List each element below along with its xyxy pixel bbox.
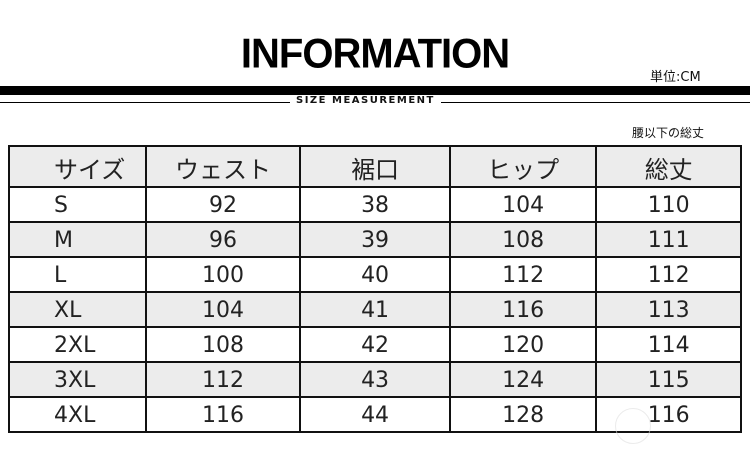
table-cell: 120 [448, 326, 598, 363]
table-cell: 40 [299, 256, 451, 293]
table-row: XL 104 41 116 113 [8, 291, 742, 328]
table-cell: 112 [144, 361, 302, 398]
table-cell: L [8, 256, 147, 293]
column-header: サイズ [8, 145, 147, 188]
length-note: 腰以下の総丈 [632, 126, 705, 140]
table-cell: S [8, 186, 147, 223]
table-cell: 114 [595, 326, 742, 363]
table-cell: 2XL [8, 326, 147, 363]
table-cell: 112 [595, 256, 742, 293]
column-header: ウェスト [144, 145, 302, 188]
table-cell: 38 [299, 186, 451, 223]
table-cell: 124 [448, 361, 598, 398]
table-cell: 104 [144, 291, 302, 328]
table-cell: 113 [595, 291, 742, 328]
table-cell: 41 [299, 291, 451, 328]
table-cell: 104 [448, 186, 598, 223]
table-row: S 92 38 104 110 [8, 186, 742, 223]
page-title: INFORMATION [240, 30, 510, 78]
table-cell: 3XL [8, 361, 147, 398]
table-cell: 39 [299, 221, 451, 258]
column-header: 裾口 [299, 145, 451, 188]
column-header: 総丈 [595, 145, 742, 188]
divider-thick [0, 86, 750, 95]
column-header: ヒップ [448, 145, 598, 188]
table-cell: 108 [448, 221, 598, 258]
table-cell: 100 [144, 256, 302, 293]
table-cell: 116 [448, 291, 598, 328]
table-cell: 112 [448, 256, 598, 293]
section-subtitle: SIZE MEASUREMENT [290, 95, 441, 106]
table-row: 4XL 116 44 128 116 [8, 396, 742, 433]
table-cell: 44 [299, 396, 451, 433]
table-cell: 96 [144, 221, 302, 258]
table-cell: 108 [144, 326, 302, 363]
table-cell: 92 [144, 186, 302, 223]
table-cell: 43 [299, 361, 451, 398]
table-row: M 96 39 108 111 [8, 221, 742, 258]
table-cell: 42 [299, 326, 451, 363]
table-cell: 116 [144, 396, 302, 433]
table-cell: 128 [448, 396, 598, 433]
watermark-stamp [615, 408, 651, 444]
table-row: 2XL 108 42 120 114 [8, 326, 742, 363]
size-table: サイズ ウェスト 裾口 ヒップ 総丈 S 92 38 104 110 M 96 39 108 111 L 100… [8, 145, 742, 433]
table-cell: 115 [595, 361, 742, 398]
header-row: サイズ ウェスト 裾口 ヒップ 総丈 [8, 145, 742, 188]
table-cell: 110 [595, 186, 742, 223]
unit-label: 単位:CM [650, 70, 701, 85]
table-cell: 111 [595, 221, 742, 258]
table-row: L 100 40 112 112 [8, 256, 742, 293]
table-cell: 4XL [8, 396, 147, 433]
table-cell: XL [8, 291, 147, 328]
table-cell: M [8, 221, 147, 258]
table-row: 3XL 112 43 124 115 [8, 361, 742, 398]
